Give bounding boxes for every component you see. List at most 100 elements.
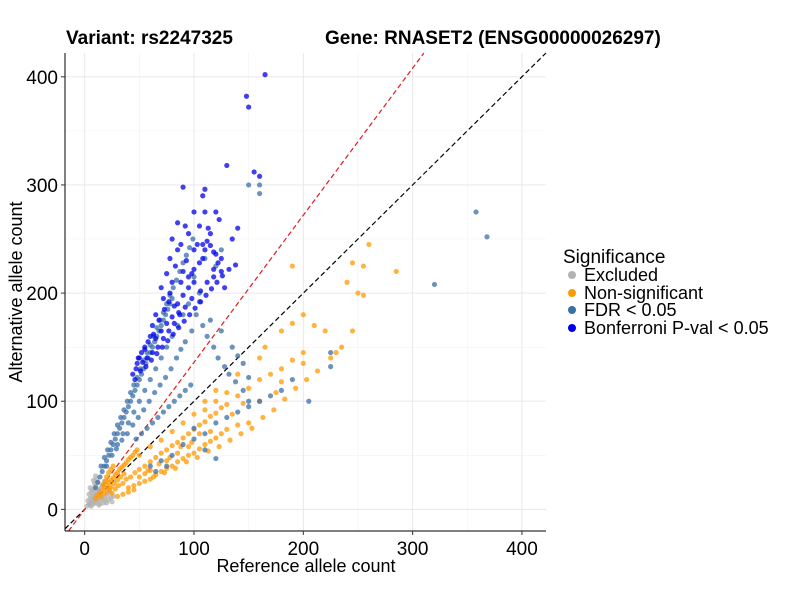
point-bonferroni-p-val-0-05	[143, 364, 149, 370]
legend-label-bonferroni: Bonferroni P-val < 0.05	[584, 318, 769, 338]
point-fdr-0-05	[188, 382, 194, 388]
point-fdr-0-05	[131, 409, 137, 415]
point-bonferroni-p-val-0-05	[149, 322, 156, 329]
point-non-significant	[131, 487, 137, 493]
point-fdr-0-05	[191, 425, 197, 431]
point-non-significant	[194, 454, 200, 461]
point-non-significant	[360, 292, 367, 298]
point-fdr-0-05	[256, 182, 263, 188]
point-fdr-0-05	[125, 404, 132, 410]
point-fdr-0-05	[213, 420, 219, 426]
point-non-significant	[120, 480, 126, 487]
point-non-significant	[303, 376, 310, 383]
point-non-significant	[142, 478, 148, 484]
point-fdr-0-05	[141, 407, 147, 413]
point-non-significant	[118, 474, 124, 480]
point-non-significant	[282, 396, 288, 402]
point-non-significant	[174, 439, 181, 445]
point-non-significant	[174, 459, 181, 465]
point-bonferroni-p-val-0-05	[191, 209, 197, 215]
point-bonferroni-p-val-0-05	[169, 236, 175, 242]
point-fdr-0-05	[226, 371, 232, 377]
point-fdr-0-05	[207, 317, 213, 323]
point-bonferroni-p-val-0-05	[207, 242, 213, 249]
point-bonferroni-p-val-0-05	[189, 271, 195, 277]
point-fdr-0-05	[267, 393, 274, 399]
point-bonferroni-p-val-0-05	[160, 335, 166, 342]
point-bonferroni-p-val-0-05	[251, 169, 257, 175]
legend-item-fdr: FDR < 0.05	[568, 300, 677, 320]
point-bonferroni-p-val-0-05	[182, 304, 188, 310]
point-fdr-0-05	[190, 236, 196, 242]
point-fdr-0-05	[171, 398, 177, 404]
point-fdr-0-05	[173, 277, 180, 283]
point-non-significant	[260, 414, 266, 421]
point-non-significant	[101, 490, 107, 496]
point-fdr-0-05	[131, 382, 137, 388]
point-fdr-0-05	[235, 409, 241, 415]
point-bonferroni-p-val-0-05	[183, 258, 189, 264]
point-bonferroni-p-val-0-05	[204, 279, 210, 285]
point-non-significant	[158, 437, 164, 443]
point-bonferroni-p-val-0-05	[150, 331, 157, 337]
point-non-significant	[338, 344, 345, 350]
point-fdr-0-05	[155, 414, 161, 421]
point-non-significant	[213, 398, 219, 404]
point-non-significant	[185, 452, 192, 458]
point-fdr-0-05	[109, 452, 115, 458]
point-fdr-0-05	[484, 234, 490, 240]
point-bonferroni-p-val-0-05	[177, 312, 183, 318]
point-non-significant	[131, 482, 137, 489]
point-bonferroni-p-val-0-05	[256, 173, 263, 179]
point-bonferroni-p-val-0-05	[169, 279, 175, 285]
point-non-significant	[169, 428, 175, 435]
point-non-significant	[300, 312, 306, 318]
point-bonferroni-p-val-0-05	[182, 223, 188, 229]
point-fdr-0-05	[113, 446, 119, 452]
point-non-significant	[300, 360, 306, 366]
point-non-significant	[196, 431, 203, 437]
point-bonferroni-p-val-0-05	[167, 255, 173, 262]
point-bonferroni-p-val-0-05	[202, 186, 208, 192]
point-bonferroni-p-val-0-05	[165, 338, 171, 344]
point-fdr-0-05	[240, 387, 246, 394]
point-bonferroni-p-val-0-05	[213, 209, 219, 215]
point-non-significant	[191, 450, 197, 456]
point-non-significant	[224, 389, 230, 396]
x-tick-label: 0	[79, 539, 90, 560]
point-fdr-0-05	[215, 355, 221, 361]
point-bonferroni-p-val-0-05	[205, 225, 211, 231]
point-fdr-0-05	[431, 281, 438, 288]
point-bonferroni-p-val-0-05	[204, 238, 210, 244]
y-tick-label: 200	[26, 284, 58, 305]
point-fdr-0-05	[164, 463, 170, 469]
point-bonferroni-p-val-0-05	[153, 335, 159, 342]
point-bonferroni-p-val-0-05	[155, 344, 161, 350]
point-fdr-0-05	[114, 441, 121, 448]
point-non-significant	[202, 407, 208, 413]
point-non-significant	[333, 349, 339, 356]
point-non-significant	[98, 493, 104, 499]
point-non-significant	[153, 454, 159, 461]
point-non-significant	[164, 458, 170, 464]
point-non-significant	[229, 411, 235, 417]
point-fdr-0-05	[112, 436, 118, 442]
point-bonferroni-p-val-0-05	[211, 274, 217, 280]
point-fdr-0-05	[101, 454, 107, 461]
point-bonferroni-p-val-0-05	[167, 290, 173, 296]
point-fdr-0-05	[146, 398, 152, 404]
point-fdr-0-05	[124, 398, 130, 404]
point-bonferroni-p-val-0-05	[145, 339, 151, 345]
point-excluded	[90, 477, 97, 483]
point-fdr-0-05	[240, 360, 246, 366]
x-tick-label: 100	[178, 539, 210, 560]
point-fdr-0-05	[191, 436, 197, 442]
point-bonferroni-p-val-0-05	[214, 279, 220, 285]
point-bonferroni-p-val-0-05	[160, 295, 166, 302]
point-non-significant	[185, 431, 192, 437]
point-non-significant	[185, 444, 192, 450]
point-fdr-0-05	[130, 422, 136, 428]
point-non-significant	[322, 328, 328, 334]
point-fdr-0-05	[189, 328, 195, 334]
point-fdr-0-05	[256, 190, 263, 197]
